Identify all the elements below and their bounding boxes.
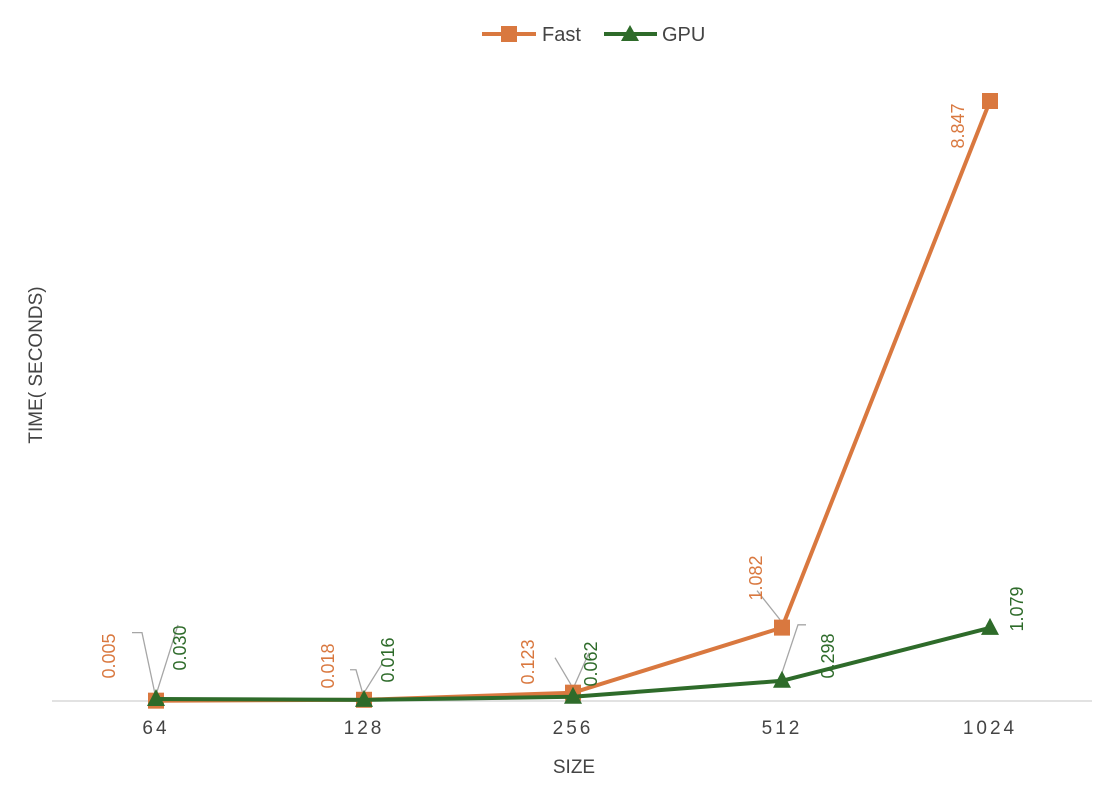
point-fast-512: [774, 619, 790, 636]
x-tick-labels: 64 128 256 512 1024: [142, 718, 1017, 739]
point-fast-1024: [982, 93, 998, 109]
legend-item-fast: Fast: [482, 24, 581, 46]
data-label-gpu-256: 0.062: [581, 641, 601, 686]
y-axis-title: TIME( SECONDS): [26, 286, 47, 443]
data-labels: 0.005 0.018 0.123 1.082 8.847 0.030 0.016 0.062…: [99, 103, 1027, 688]
data-label-gpu-512: 0.298: [818, 633, 838, 678]
data-label-gpu-64: 0.030: [170, 625, 190, 670]
legend-label-gpu: GPU: [662, 24, 705, 46]
leader-fast-64: [132, 632, 157, 699]
leader-fast-128: [350, 669, 365, 698]
data-label-leader-lines: [132, 590, 806, 699]
legend: Fast GPU: [482, 24, 705, 46]
data-label-gpu-1024: 1.079: [1007, 586, 1027, 631]
legend-item-gpu: GPU: [604, 24, 705, 46]
series-line-fast: [155, 100, 992, 703]
point-gpu-128: [355, 689, 373, 707]
point-gpu-256: [564, 686, 582, 704]
data-label-fast-256: 0.123: [518, 639, 538, 684]
data-label-fast-512: 1.082: [746, 555, 766, 600]
x-tick-label-128: 128: [344, 718, 385, 739]
data-label-fast-128: 0.018: [318, 643, 338, 688]
point-gpu-1024: [981, 617, 999, 635]
x-axis-title: SIZE: [553, 757, 595, 778]
leader-gpu-512: [781, 624, 806, 673]
leader-gpu-256: [572, 652, 590, 690]
data-label-gpu-128: 0.016: [378, 637, 398, 682]
x-tick-label-1024: 1024: [963, 718, 1017, 739]
x-tick-label-64: 64: [142, 718, 169, 739]
point-gpu-512: [773, 670, 791, 688]
point-gpu-64: [147, 688, 165, 706]
data-label-fast-64: 0.005: [99, 633, 119, 678]
leader-fast-256: [554, 657, 572, 685]
legend-label-fast: Fast: [542, 24, 581, 46]
x-tick-label-512: 512: [762, 718, 803, 739]
x-tick-label-256: 256: [553, 718, 594, 739]
leader-fast-512: [756, 590, 781, 621]
data-label-fast-1024: 8.847: [948, 103, 968, 148]
leader-gpu-128: [361, 663, 383, 697]
leader-gpu-64: [155, 624, 179, 696]
series-layer: [147, 93, 999, 709]
